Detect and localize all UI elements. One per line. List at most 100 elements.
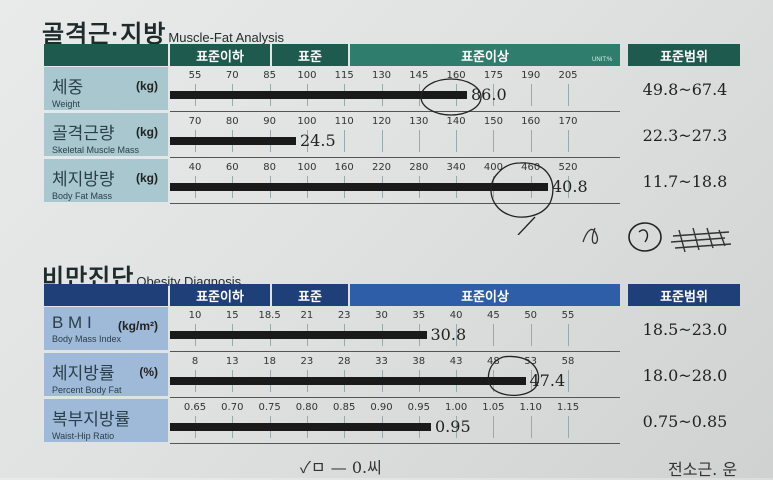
ob-tick-label: 28 <box>337 356 351 367</box>
ob-value-bar <box>170 423 431 431</box>
mf-tick-label: 40 <box>188 162 202 173</box>
mf-row-label: 체지방량 Body Fat Mass (kg) <box>44 159 168 202</box>
ob-tick-line <box>568 416 569 438</box>
mf-tick-label: 160 <box>446 70 466 81</box>
mf-tick-label: 100 <box>297 70 317 81</box>
ob-value-bar <box>170 377 526 385</box>
ob-tick-label: 8 <box>191 356 199 367</box>
muscle-fat-title-en: Muscle-Fat Analysis <box>168 30 284 45</box>
ob-tick-label: 38 <box>412 356 426 367</box>
mf-tick-label: 170 <box>558 116 578 127</box>
circle-mark-weight <box>420 78 482 116</box>
mf-tick-line <box>568 84 569 106</box>
ob-tick-line <box>568 324 569 346</box>
mf-tick-label: 145 <box>409 70 429 81</box>
ob-row-unit: (%) <box>139 365 158 379</box>
mf-tick-line <box>568 130 569 152</box>
ob-tick-label: 55 <box>561 310 575 321</box>
mf-tick-line <box>418 130 420 152</box>
ob-row-name-ko: 복부지방률 <box>52 410 131 429</box>
ob-row-name-ko: 체지방률 <box>52 364 115 383</box>
ob-row-label: B M I Body Mass Index (kg/m²) <box>44 307 168 350</box>
mf-row-name-ko: 체중 <box>52 78 84 97</box>
mf-row-name-ko: 체지방량 <box>52 170 115 189</box>
ob-tick-label: 45 <box>487 310 500 321</box>
mf-tick-line <box>493 84 495 106</box>
mf-tick-label: 220 <box>371 162 392 173</box>
ob-tick-label: 0.75 <box>258 402 281 413</box>
handwriting-bottom: ✓ㅁ — 0.씨 <box>300 458 382 477</box>
ob-tick-label: 1.15 <box>556 402 580 413</box>
mf-tick-line <box>306 130 308 152</box>
mf-tick-label: 115 <box>334 70 354 81</box>
mf-tick-label: 340 <box>446 162 466 173</box>
ob-tick-label: 35 <box>412 310 426 321</box>
mf-tick-line <box>568 176 569 198</box>
mf-tick-label: 80 <box>263 162 276 173</box>
ob-tick-label: 18 <box>263 356 276 367</box>
mf-tick-line <box>493 130 495 152</box>
mf-tick-label: 85 <box>263 70 276 81</box>
ob-row-unit: (kg/m²) <box>118 319 158 333</box>
mf-row-name-en: Skeletal Muscle Mass <box>52 145 140 155</box>
mf-tick-label: 130 <box>371 70 392 81</box>
ob-tick-line <box>530 324 532 346</box>
ob-value-text: 30.8 <box>430 325 467 344</box>
mf-tick-label: 190 <box>521 70 541 81</box>
ob-row-divider <box>170 443 620 444</box>
mf-tick-label: 55 <box>188 70 202 81</box>
mf-tick-label: 70 <box>188 116 202 127</box>
mf-tick-label: 100 <box>297 162 317 173</box>
ob-row-divider <box>170 351 620 352</box>
ob-tick-line <box>456 324 458 346</box>
mf-tick-label: 60 <box>225 162 239 173</box>
mf-tick-label: 80 <box>225 116 239 127</box>
mf-row-label: 골격근량 Skeletal Muscle Mass (kg) <box>44 113 168 156</box>
signature-scribble <box>582 222 732 253</box>
ob-header-above: 표준이상 <box>350 284 620 306</box>
mf-tick-label: 140 <box>446 116 466 127</box>
ob-tick-label: 30 <box>375 310 388 321</box>
ob-tick-line <box>456 416 458 438</box>
ob-tick-label: 0.85 <box>333 402 356 413</box>
ob-value-bar <box>170 331 427 339</box>
obesity-header-corner <box>44 284 168 306</box>
circle-mark-pbf <box>487 355 540 396</box>
ob-tick-label: 53 <box>524 356 538 367</box>
ob-tick-label: 15 <box>225 310 239 321</box>
ob-tick-label: 13 <box>225 356 239 367</box>
ob-tick-label: 0.80 <box>295 402 319 413</box>
mf-tick-label: 70 <box>225 70 239 81</box>
mf-header-range: 표준범위 <box>628 44 740 66</box>
muscle-fat-title-ko: 골격근·지방 <box>42 21 167 48</box>
ob-tick-label: 0.90 <box>370 402 393 413</box>
mf-tick-label: 160 <box>521 116 541 127</box>
ob-tick-label: 1.00 <box>444 402 468 413</box>
mf-tick-label: 205 <box>558 70 578 81</box>
mf-tick-label: 280 <box>409 162 429 173</box>
mf-row-name-en: Body Fat Mass <box>52 191 113 201</box>
ob-row-label: 복부지방률 Waist-Hip Ratio <box>44 399 168 442</box>
ob-tick-label: 21 <box>300 310 314 321</box>
mf-tick-label: 400 <box>483 162 503 173</box>
mf-tick-label: 460 <box>521 162 541 173</box>
mf-tick-label: 120 <box>371 116 392 127</box>
mf-tick-label: 160 <box>334 162 354 173</box>
mf-tick-line <box>456 130 458 152</box>
mf-tick-label: 100 <box>297 116 317 127</box>
mf-value-text: 86.0 <box>471 85 507 104</box>
ob-tick-label: 18.5 <box>258 310 281 321</box>
mf-normal-range: 11.7~18.8 <box>642 172 728 191</box>
mf-value-text: 24.5 <box>300 131 336 150</box>
ob-header-range: 표준범위 <box>628 284 740 306</box>
ob-tick-label: 33 <box>375 356 388 367</box>
mf-value-bar <box>170 91 467 99</box>
mf-unit-tag: UNIT:% <box>592 57 613 63</box>
mf-row-name-ko: 골격근량 <box>52 124 115 143</box>
mf-normal-range: 49.8~67.4 <box>642 80 728 99</box>
mf-row-name-en: Weight <box>52 99 80 109</box>
ob-row-divider <box>170 397 620 398</box>
ob-tick-label: 23 <box>300 356 314 367</box>
mf-tick-label: 150 <box>483 116 503 127</box>
mf-value-text: 40.8 <box>552 177 588 196</box>
